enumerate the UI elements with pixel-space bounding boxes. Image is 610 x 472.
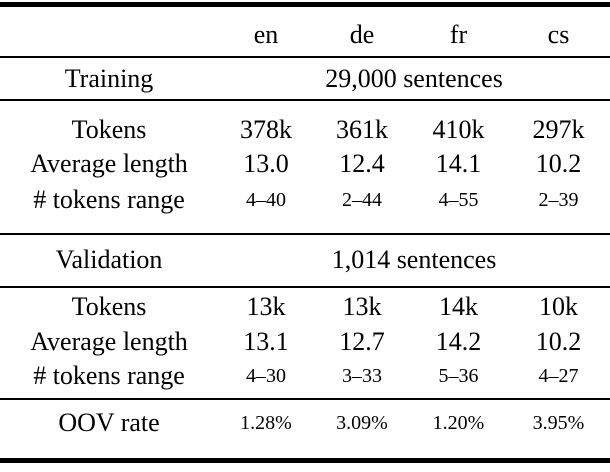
- training-section-label: Training: [0, 57, 218, 101]
- validation-section-label: Validation: [0, 234, 218, 288]
- validation-section-row: Validation 1,014 sentences: [0, 234, 610, 288]
- cell-value: 297k: [532, 115, 585, 144]
- header-row: en de fr cs: [0, 4, 610, 58]
- oov-rate-row: OOV rate 1.28% 3.09% 1.20% 3.95%: [0, 399, 610, 461]
- row-label: OOV rate: [58, 408, 160, 437]
- cell-value: 2–44: [314, 182, 410, 235]
- cell-value: 12.4: [339, 149, 385, 178]
- training-tokens-row: Tokens 378k 361k 410k 297k: [0, 100, 610, 147]
- dataset-statistics-table: en de fr cs Training 29,000 sentences To…: [0, 2, 610, 463]
- cell-value: 14k: [439, 292, 478, 321]
- cell-value: 13k: [246, 292, 286, 321]
- cell-value: 410k: [432, 115, 485, 144]
- header-corner-cell: [0, 4, 218, 58]
- cell-value: 13k: [342, 292, 382, 321]
- cell-value: 13.0: [243, 149, 289, 178]
- row-label: Tokens: [71, 292, 147, 321]
- column-header-en: en: [218, 4, 314, 58]
- column-header-de: de: [314, 4, 410, 58]
- cell-value: 1.20%: [432, 412, 485, 434]
- cell-value: 378k: [240, 115, 292, 144]
- cell-value: 4–30: [218, 360, 314, 400]
- cell-value: 3–33: [314, 360, 410, 400]
- row-label: # tokens range: [0, 360, 218, 400]
- cell-value: 4–40: [218, 182, 314, 235]
- column-header-cs: cs: [507, 4, 610, 58]
- validation-tokens-row: Tokens 13k 13k 14k 10k: [0, 287, 610, 325]
- row-label: Tokens: [71, 115, 147, 144]
- cell-value: 1.28%: [240, 412, 292, 434]
- cell-value: 5–36: [410, 360, 507, 400]
- validation-tokens-range-row: # tokens range 4–30 3–33 5–36 4–27: [0, 360, 610, 400]
- cell-value: 4–27: [507, 360, 610, 400]
- cell-value: 14.1: [435, 149, 482, 178]
- cell-value: 12.7: [339, 327, 385, 356]
- training-section-row: Training 29,000 sentences: [0, 57, 610, 101]
- cell-value: 10k: [539, 292, 578, 321]
- cell-value: 10.2: [535, 149, 582, 178]
- validation-average-length-row: Average length 13.1 12.7 14.2 10.2: [0, 325, 610, 360]
- cell-value: 4–55: [410, 182, 507, 235]
- training-sentence-count: 29,000 sentences: [218, 57, 610, 101]
- row-label: Average length: [30, 327, 188, 356]
- cell-value: 13.1: [243, 327, 289, 356]
- cell-value: 10.2: [535, 327, 582, 356]
- row-label: # tokens range: [0, 182, 218, 235]
- cell-value: 2–39: [507, 182, 610, 235]
- validation-sentence-count: 1,014 sentences: [218, 234, 610, 288]
- training-average-length-row: Average length 13.0 12.4 14.1 10.2: [0, 147, 610, 182]
- training-tokens-range-row: # tokens range 4–40 2–44 4–55 2–39: [0, 182, 610, 235]
- cell-value: 3.95%: [532, 412, 585, 434]
- row-label: Average length: [30, 149, 188, 178]
- cell-value: 14.2: [435, 327, 482, 356]
- column-header-fr: fr: [410, 4, 507, 58]
- cell-value: 3.09%: [336, 412, 388, 434]
- cell-value: 361k: [336, 115, 388, 144]
